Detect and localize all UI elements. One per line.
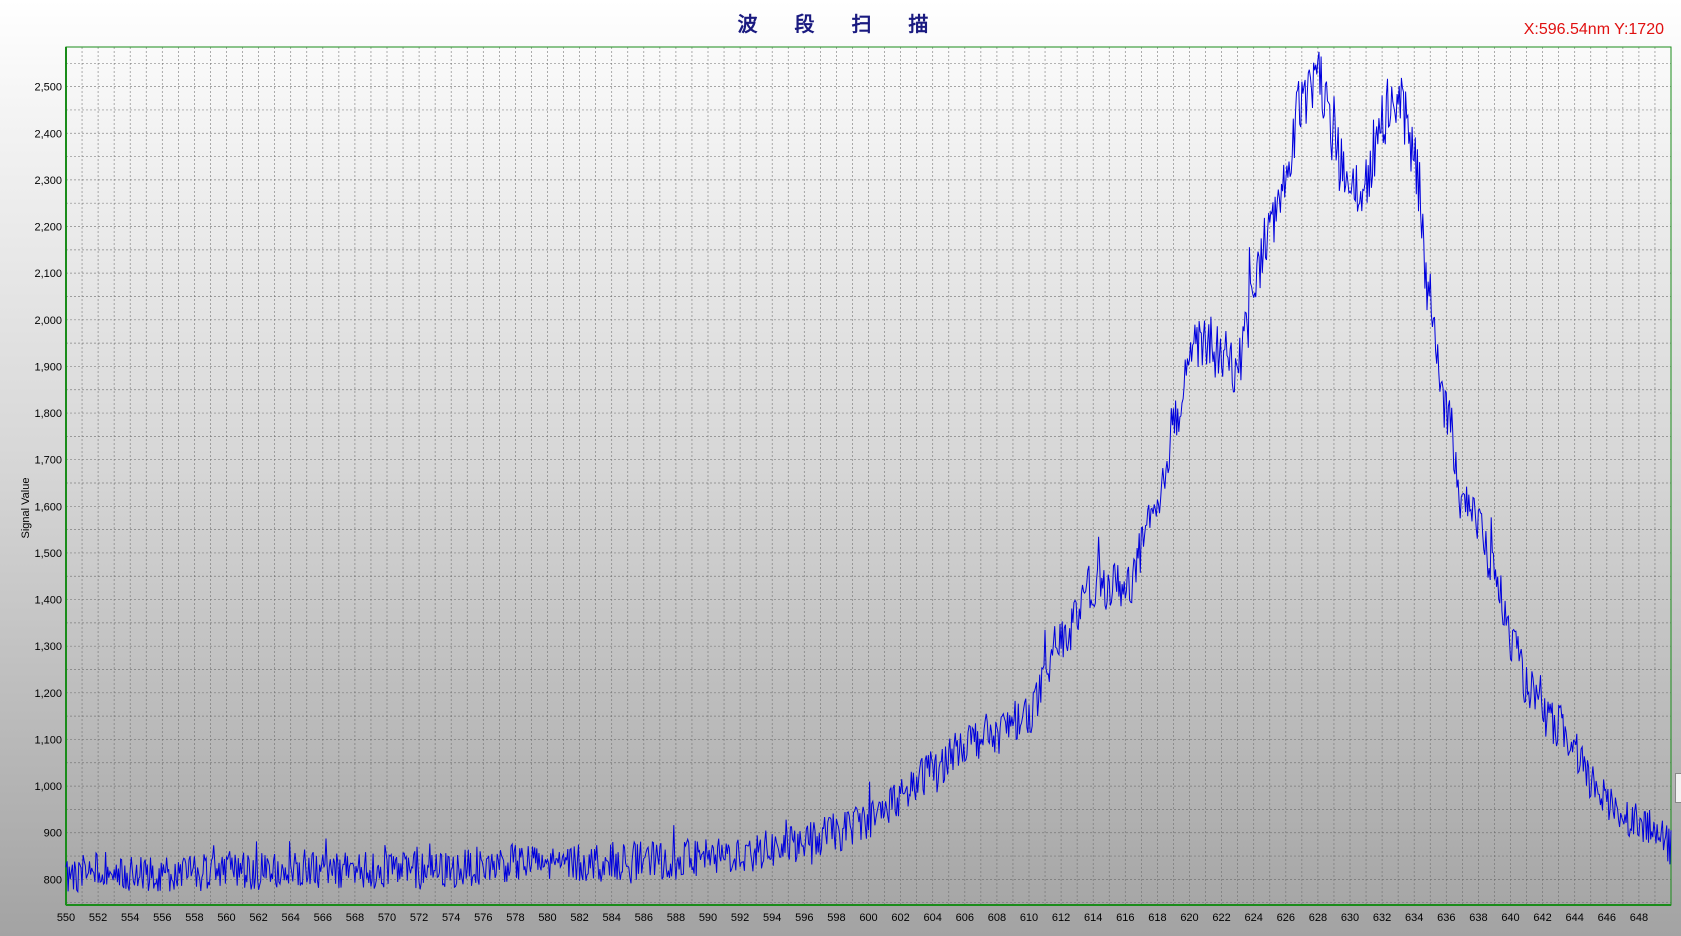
x-tick-label: 624	[1245, 912, 1263, 924]
x-tick-label: 576	[474, 912, 492, 924]
panel-resize-handle[interactable]	[1675, 773, 1681, 803]
y-tick-labels: 800 900 1,000 1,100 1,200 1,300 1,400 1,500 1,60…	[34, 82, 62, 887]
y-tick-label: 1,100	[34, 734, 62, 746]
x-tick-label: 598	[827, 912, 845, 924]
x-tick-label: 564	[282, 912, 300, 924]
x-tick-label: 552	[89, 912, 107, 924]
y-tick-label: 2,500	[34, 82, 62, 94]
x-tick-label: 646	[1598, 912, 1616, 924]
x-tick-label: 596	[795, 912, 813, 924]
x-tick-label: 584	[603, 912, 621, 924]
x-tick-label: 588	[667, 912, 685, 924]
x-tick-label: 614	[1084, 912, 1102, 924]
x-tick-label: 636	[1437, 912, 1455, 924]
cursor-coordinate-readout: X:596.54nm Y:1720	[1523, 21, 1664, 38]
chart-title: 波 段 扫 描	[737, 12, 944, 36]
y-tick-label: 1,900	[34, 361, 62, 373]
x-tick-label: 620	[1180, 912, 1198, 924]
x-tick-label: 648	[1630, 912, 1648, 924]
y-tick-label: 1,200	[34, 688, 62, 700]
x-tick-label: 632	[1373, 912, 1391, 924]
x-tick-label: 610	[1020, 912, 1038, 924]
x-tick-label: 606	[956, 912, 974, 924]
x-tick-label: 622	[1212, 912, 1230, 924]
y-tick-label: 2,200	[34, 222, 62, 234]
y-axis-label: Signal Value	[20, 478, 32, 539]
x-tick-label: 640	[1501, 912, 1519, 924]
y-tick-label: 800	[44, 874, 62, 886]
series-line	[65, 51, 1672, 894]
y-tick-label: 900	[44, 828, 62, 840]
y-tick-label: 1,600	[34, 501, 62, 513]
x-tick-label: 628	[1309, 912, 1327, 924]
x-tick-label: 570	[378, 912, 396, 924]
chart-axes	[65, 46, 1672, 906]
x-tick-label: 638	[1469, 912, 1487, 924]
x-tick-label: 554	[121, 912, 139, 924]
x-tick-label: 626	[1277, 912, 1295, 924]
x-tick-label: 604	[924, 912, 942, 924]
x-tick-label: 602	[891, 912, 909, 924]
series-layer	[65, 51, 1672, 894]
x-tick-label: 642	[1533, 912, 1551, 924]
x-tick-label: 592	[731, 912, 749, 924]
y-tick-label: 2,300	[34, 175, 62, 187]
x-tick-label: 578	[506, 912, 524, 924]
y-tick-label: 1,000	[34, 781, 62, 793]
x-tick-label: 550	[57, 912, 75, 924]
x-tick-label: 594	[763, 912, 781, 924]
x-tick-label: 582	[570, 912, 588, 924]
y-tick-label: 1,400	[34, 595, 62, 607]
x-tick-label: 644	[1566, 912, 1584, 924]
x-tick-label: 612	[1052, 912, 1070, 924]
x-tick-label: 608	[988, 912, 1006, 924]
x-tick-label: 562	[249, 912, 267, 924]
x-tick-label: 586	[635, 912, 653, 924]
y-tick-label: 2,400	[34, 128, 62, 140]
x-tick-label: 556	[153, 912, 171, 924]
x-tick-label: 630	[1341, 912, 1359, 924]
y-tick-label: 2,000	[34, 315, 62, 327]
y-tick-label: 1,700	[34, 455, 62, 467]
x-tick-label: 568	[346, 912, 364, 924]
x-tick-label: 580	[538, 912, 556, 924]
x-tick-label: 574	[442, 912, 460, 924]
x-tick-label: 558	[185, 912, 203, 924]
x-tick-labels: 550 552 554 556 558 560 562 564 566 568 570 572 574 5…	[57, 912, 1648, 924]
x-tick-label: 600	[859, 912, 877, 924]
y-tick-label: 1,300	[34, 641, 62, 653]
x-tick-label: 634	[1405, 912, 1423, 924]
y-tick-label: 1,800	[34, 408, 62, 420]
x-tick-label: 560	[217, 912, 235, 924]
x-tick-label: 572	[410, 912, 428, 924]
x-tick-label: 590	[699, 912, 717, 924]
y-tick-label: 2,100	[34, 268, 62, 280]
x-tick-label: 616	[1116, 912, 1134, 924]
y-tick-label: 1,500	[34, 548, 62, 560]
grid-lines	[66, 47, 1671, 905]
x-tick-label: 566	[314, 912, 332, 924]
x-tick-label: 618	[1148, 912, 1166, 924]
